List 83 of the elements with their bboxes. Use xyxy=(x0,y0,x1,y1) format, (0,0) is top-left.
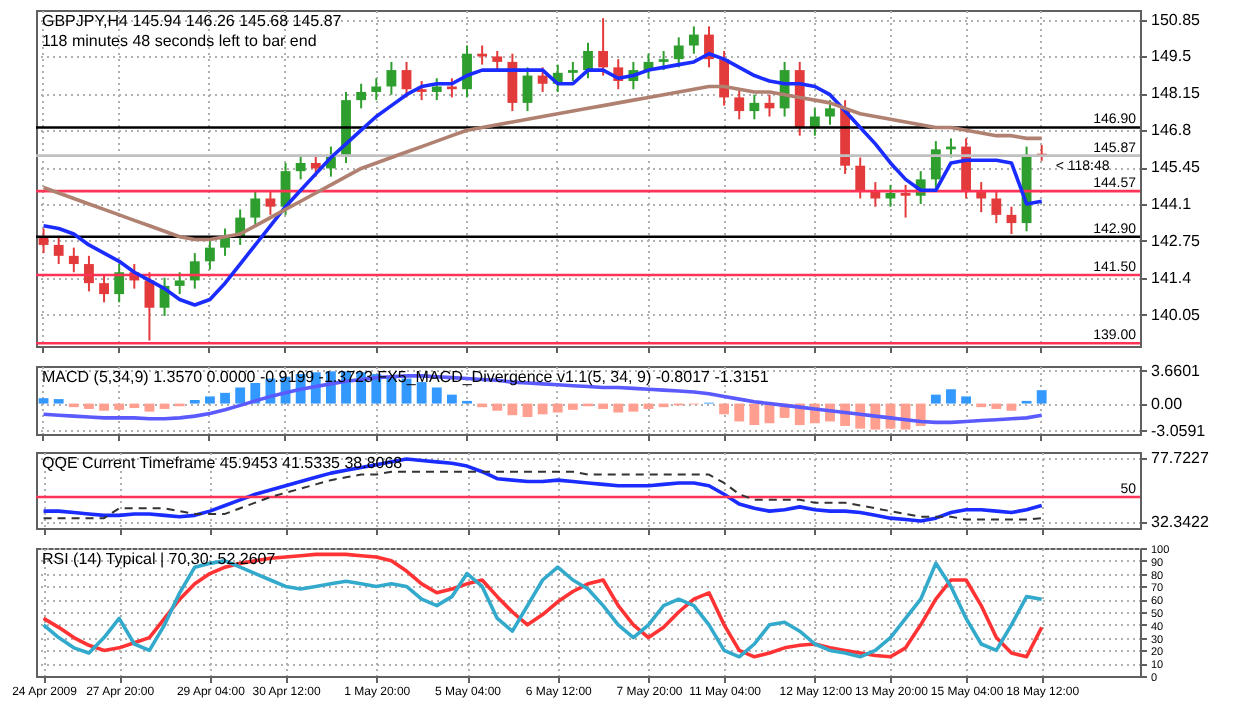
y-tick-label: 150.85 xyxy=(1151,10,1202,29)
candlestick xyxy=(567,60,578,83)
bar xyxy=(492,403,503,411)
line-series xyxy=(41,374,1044,425)
candlestick xyxy=(114,263,125,304)
candlestick xyxy=(401,60,412,99)
candlestick xyxy=(673,36,684,69)
candlestick xyxy=(99,273,109,304)
bar xyxy=(552,403,563,413)
candlestick xyxy=(416,80,427,102)
candlestick xyxy=(492,49,503,72)
bar xyxy=(446,394,457,404)
bar xyxy=(205,396,215,404)
candlestick xyxy=(598,17,609,77)
candlestick xyxy=(356,82,367,110)
y-tick-label: 141.4 xyxy=(1151,268,1193,287)
y-tick-label: 3.6601 xyxy=(1151,361,1202,380)
bar xyxy=(114,403,125,410)
bar xyxy=(719,403,730,415)
y-tick-label: 145.45 xyxy=(1151,158,1202,177)
y-tick-label: 144.1 xyxy=(1151,194,1193,213)
bar xyxy=(537,403,548,415)
candlestick xyxy=(825,99,835,126)
candlestick xyxy=(900,183,911,219)
candlestick xyxy=(991,189,1002,225)
y-tick-label: 77.7227 xyxy=(1151,449,1210,468)
bar xyxy=(1036,390,1047,404)
bar xyxy=(749,403,760,426)
candlestick xyxy=(537,66,548,93)
candlestick xyxy=(295,153,306,181)
y-tick-label: -3.0591 xyxy=(1151,421,1207,440)
candlestick xyxy=(855,156,866,200)
line-series xyxy=(41,457,1044,523)
candlestick xyxy=(930,140,941,189)
candlestick xyxy=(658,49,669,72)
bar xyxy=(99,403,109,411)
bar xyxy=(930,394,941,404)
candlestick xyxy=(189,252,200,290)
candlestick xyxy=(53,235,64,266)
candlestick xyxy=(522,66,533,113)
bar xyxy=(129,403,140,409)
text: 118 minutes 48 seconds left to bar end xyxy=(42,32,317,50)
bar xyxy=(507,403,518,416)
candlestick xyxy=(68,246,79,274)
candlestick xyxy=(688,25,699,55)
bar xyxy=(84,403,94,409)
bar xyxy=(961,396,971,404)
candlestick xyxy=(265,189,276,216)
bar xyxy=(220,392,230,404)
chart-title: GBPJPY,H4 145.94 146.26 145.68 145.87 xyxy=(42,12,343,30)
bar xyxy=(613,403,624,413)
bar xyxy=(38,398,49,404)
bar xyxy=(991,403,1002,409)
candlestick xyxy=(174,271,185,296)
candlestick xyxy=(446,77,457,99)
candlestick xyxy=(250,189,261,227)
candlestick xyxy=(84,254,94,293)
bar xyxy=(1006,403,1017,411)
y-tick-label: 32.3422 xyxy=(1151,512,1210,531)
bar xyxy=(628,403,639,412)
candlestick xyxy=(734,88,745,121)
bar xyxy=(567,403,578,410)
y-tick-label: 149.5 xyxy=(1151,47,1193,66)
bar xyxy=(734,403,745,422)
bar xyxy=(416,382,427,404)
candlestick xyxy=(507,52,518,113)
candlestick xyxy=(205,238,215,271)
y-tick-label: 142.75 xyxy=(1151,231,1202,250)
candlestick xyxy=(749,93,760,121)
y-tick-label: 148.15 xyxy=(1151,84,1202,103)
line-series xyxy=(42,470,1043,521)
bar xyxy=(431,387,442,404)
candlestick xyxy=(386,60,397,96)
y-tick-label: 146.8 xyxy=(1151,121,1193,140)
candlestick xyxy=(371,77,382,102)
candlestick xyxy=(431,77,442,102)
bar xyxy=(946,389,956,404)
bar xyxy=(235,387,246,404)
candlestick xyxy=(583,41,593,80)
y-tick-label: 140.05 xyxy=(1151,305,1202,324)
y-tick-label: 0.00 xyxy=(1151,394,1184,413)
bar xyxy=(144,403,155,412)
bar xyxy=(598,403,609,409)
